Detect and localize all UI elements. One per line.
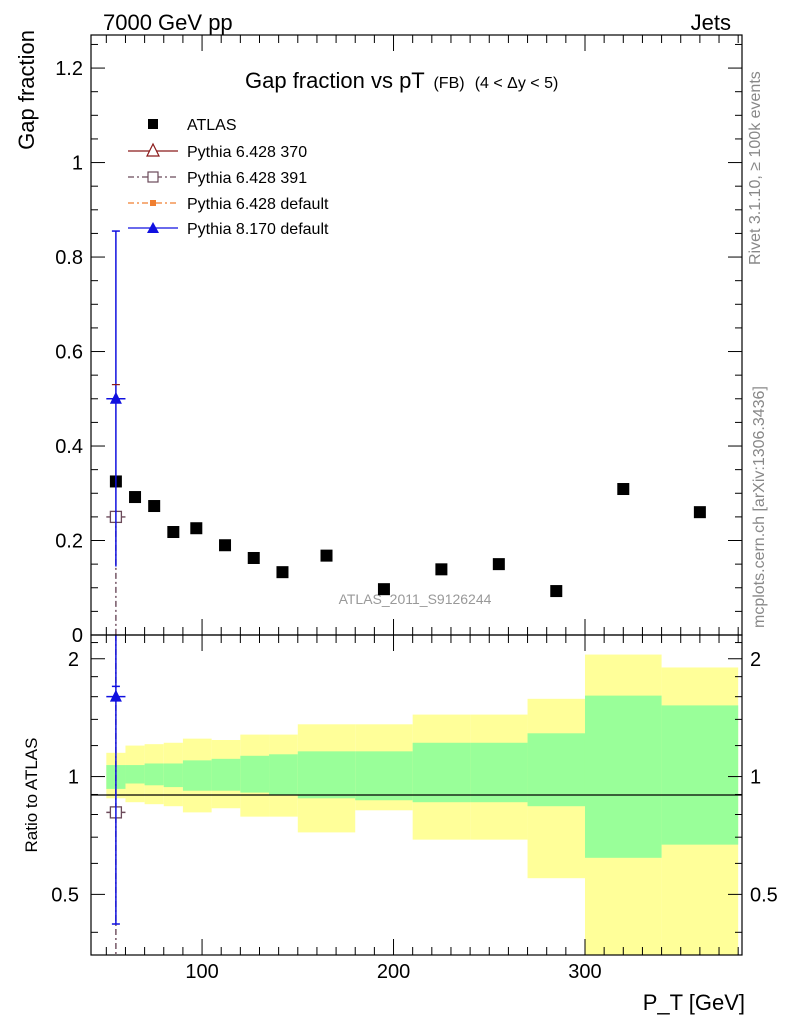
bottom-ytick-label: 2 <box>68 649 79 671</box>
legend: ATLAS Pythia 6.428 370 Pythia 6.428 391 … <box>128 117 329 238</box>
xtick-label: 300 <box>568 961 601 983</box>
top-ytick-label: 1.2 <box>55 58 83 80</box>
legend-entry-pythia6-370: Pythia 6.428 370 <box>128 142 307 161</box>
legend-label-pythia6-391: Pythia 6.428 391 <box>187 170 307 187</box>
top-ytick-label: 0.2 <box>55 531 83 553</box>
legend-entry-pythia6-default: Pythia 6.428 default <box>128 196 329 213</box>
ratio-band-inner <box>661 705 739 845</box>
ratio-band-inner <box>182 760 212 791</box>
legend-marker-atlas <box>148 119 158 129</box>
ratio-band-inner <box>125 765 145 784</box>
plot-title: Gap fraction vs pT (FB) (4 < Δy < 5) <box>245 68 558 93</box>
bottom-ytick-label-right: 2 <box>750 649 761 671</box>
atlas-point <box>377 583 390 596</box>
bottom-panel: 0.5 0.5 1 1 2 2 <box>51 634 778 956</box>
ratio-band-inner <box>584 695 662 858</box>
atlas-point <box>247 551 260 564</box>
plot-title-range: (4 < Δy < 5) <box>475 75 559 92</box>
legend-entry-pythia6-391: Pythia 6.428 391 <box>128 170 307 187</box>
legend-marker-pythia6-370 <box>146 142 160 157</box>
legend-marker-pythia6-391 <box>147 171 159 183</box>
ratio-band-inner <box>240 755 270 793</box>
mcplots-label: mcplots.cern.ch [arXiv:1306.3436] <box>751 386 768 628</box>
ratio-band-inner <box>144 763 164 786</box>
x-axis-title-text: P_T [GeV] <box>643 990 745 1015</box>
atlas-point <box>550 585 563 598</box>
bottom-ylabel: Ratio to ATLAS <box>22 738 41 853</box>
top-ytick-label: 1 <box>72 153 83 175</box>
legend-label-pythia6-default: Pythia 6.428 default <box>187 196 329 213</box>
atlas-point <box>320 549 333 562</box>
ratio-band-inner <box>527 733 585 807</box>
top-ytick-label: 0.8 <box>55 247 83 269</box>
top-ytick-label: 0.4 <box>55 436 83 458</box>
rivet-label: Rivet 3.1.10, ≥ 100k events <box>747 71 764 265</box>
atlas-point <box>617 483 630 496</box>
legend-label-atlas: ATLAS <box>187 117 237 134</box>
xtick-label: 100 <box>185 961 218 983</box>
atlas-point <box>190 522 203 535</box>
atlas-point <box>693 506 706 519</box>
legend-marker-pythia6-default <box>150 200 156 206</box>
atlas-point <box>129 491 142 504</box>
atlas-point <box>148 500 161 513</box>
top-ytick-label: 0.6 <box>55 342 83 364</box>
watermark: ATLAS_2011_S9126244 <box>339 591 492 607</box>
header-right: Jets <box>691 10 731 35</box>
plot-title-fb: (FB) <box>433 75 464 92</box>
bottom-ytick-label-right: 1 <box>750 767 761 789</box>
ratio-band-inner <box>355 751 413 801</box>
bottom-ytick-label: 0.5 <box>51 884 79 906</box>
bottom-ytick-label-right: 0.5 <box>750 884 778 906</box>
atlas-point <box>435 563 448 576</box>
atlas-point <box>219 539 232 552</box>
ratio-band-inner <box>470 742 528 803</box>
atlas-point <box>276 566 289 579</box>
xtick-label: 200 <box>377 961 410 983</box>
pythia8-point <box>109 391 122 404</box>
ratio-band-inner <box>163 763 183 788</box>
legend-label-pythia8: Pythia 8.170 default <box>187 221 329 238</box>
atlas-point <box>492 558 505 571</box>
top-panel: 0 0.2 0.4 0.6 0.8 1 1.2 ATLAS_2011_S9126244 Ga… <box>55 34 743 647</box>
bottom-frame <box>90 634 743 956</box>
legend-entry-pythia8: Pythia 8.170 default <box>128 221 329 238</box>
legend-entry-atlas: ATLAS <box>148 117 237 134</box>
top-ylabel: Gap fraction <box>14 30 39 150</box>
legend-label-pythia6-370: Pythia 6.428 370 <box>187 144 307 161</box>
top-ytick-label: 0 <box>72 625 83 647</box>
ratio-band-inner <box>269 754 298 795</box>
ratio-band-inner <box>412 742 471 803</box>
ratio-pythia8-point <box>109 689 122 702</box>
plot-title-main: Gap fraction vs pT <box>245 68 424 93</box>
header-left: 7000 GeV pp <box>103 10 233 35</box>
x-axis-title: P_T [GeV] <box>643 990 745 1015</box>
atlas-point <box>167 526 180 539</box>
legend-marker-pythia8 <box>147 222 159 233</box>
bottom-ytick-label: 1 <box>68 767 79 789</box>
ratio-band-inner <box>211 758 241 791</box>
ratio-band-inner <box>297 751 356 799</box>
